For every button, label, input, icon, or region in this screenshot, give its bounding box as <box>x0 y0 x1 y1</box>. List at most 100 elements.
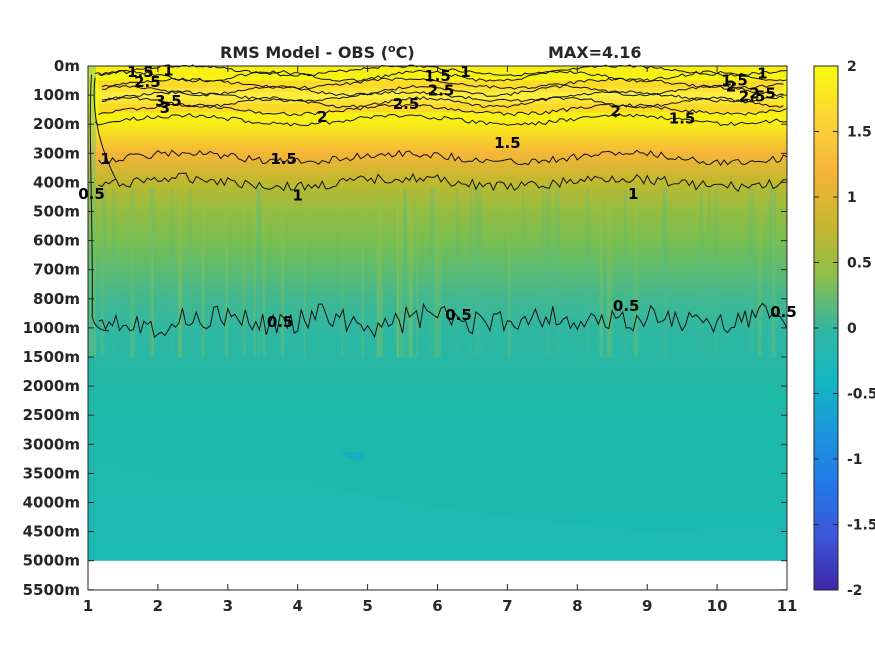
contour-label: 0.5 <box>613 297 640 315</box>
colorbar-ticks: 2 1.5 1 0.5 0 -0.5 -1 -1.5 -2 <box>814 59 875 599</box>
contour-label: 2.5 <box>739 88 766 106</box>
contour-label: 1.5 <box>669 109 696 127</box>
contour-label: 1.5 <box>424 67 451 85</box>
contour-label: 1.5 <box>494 134 521 152</box>
streak <box>131 188 134 357</box>
y-tick-label: 5000m <box>23 552 80 570</box>
streak <box>608 188 613 357</box>
streak <box>748 188 751 357</box>
streak <box>478 188 482 357</box>
streak <box>303 188 306 357</box>
contour-line <box>94 112 788 127</box>
streak <box>170 188 174 357</box>
x-tick-label: 2 <box>153 597 163 615</box>
contour-line <box>98 103 788 117</box>
streak <box>663 188 666 357</box>
x-tick-label: 9 <box>642 597 652 615</box>
y-tick-label: 4000m <box>23 494 80 512</box>
streak <box>262 188 266 357</box>
x-tick-label: 6 <box>432 597 442 615</box>
streak <box>403 188 407 357</box>
colorbar-tick-label: 1.5 <box>847 125 872 141</box>
streak <box>751 188 755 357</box>
streak <box>407 188 412 357</box>
contour-label: 3 <box>160 99 170 117</box>
streak <box>396 188 399 357</box>
y-tick-label: 1500m <box>23 348 80 366</box>
streak <box>100 188 104 357</box>
colorbar-tick-label: -2 <box>847 583 863 599</box>
y-tick-label: 100m <box>33 86 80 104</box>
streak <box>558 188 561 357</box>
streak <box>225 188 228 357</box>
streak <box>341 188 344 357</box>
contour-label: 2.5 <box>393 95 420 113</box>
contour-label: 2.5 <box>134 73 161 91</box>
streak <box>714 188 718 357</box>
x-tick-label: 5 <box>362 597 372 615</box>
streak <box>431 188 435 357</box>
streak <box>399 188 404 357</box>
y-axis: 0m 100m 200m 300m 400m 500m 600m 700m 800m 1000m 1… <box>23 57 787 599</box>
streak <box>151 188 154 357</box>
contour-label: 1 <box>460 63 470 81</box>
colorbar-tick-label: 2 <box>847 59 857 75</box>
contour-line <box>98 302 788 339</box>
streak <box>456 188 459 357</box>
contour-label: 0.5 <box>770 303 797 321</box>
contour-line <box>101 96 784 109</box>
x-axis: 1 2 3 4 5 6 7 8 9 10 11 <box>83 66 797 615</box>
streak <box>772 188 776 357</box>
contour-label: 1 <box>100 150 110 168</box>
streak <box>522 188 524 357</box>
streak <box>416 188 419 357</box>
contour-line <box>93 77 117 180</box>
streak <box>436 188 441 357</box>
colorbar-tick-label: -0.5 <box>847 387 875 403</box>
streak <box>178 188 182 357</box>
streak <box>257 188 262 357</box>
max-label: MAX=4.16 <box>548 43 642 62</box>
contour-label: 0.5 <box>445 306 472 324</box>
y-tick-label: 300m <box>33 144 80 162</box>
deep-shelf-patch <box>88 458 787 561</box>
contour-label: 1.5 <box>127 63 154 81</box>
streak <box>599 188 602 357</box>
y-tick-label: 400m <box>33 173 80 191</box>
y-tick-label: 4500m <box>23 523 80 541</box>
streak <box>256 188 261 357</box>
contour-labels: 1.5 12.53.53 210.51.51.5 12.52.51.521 10.5 0.… <box>78 61 797 331</box>
colorbar-tick-label: 0 <box>847 321 857 337</box>
contour-line <box>94 64 788 77</box>
contour-label: 2 <box>726 77 736 95</box>
streak <box>433 188 436 357</box>
y-tick-label: 800m <box>33 290 80 308</box>
contour-line <box>98 149 788 167</box>
x-tick-label: 8 <box>572 597 582 615</box>
streak <box>507 188 511 357</box>
streak <box>633 188 638 357</box>
contour-label: 1.5 <box>721 72 748 90</box>
streak <box>708 188 711 357</box>
y-tick-label: 3500m <box>23 464 80 482</box>
chart-title: RMS Model - OBS (oC) <box>220 42 415 62</box>
streak <box>554 188 558 357</box>
contour-label: 2.5 <box>749 85 776 103</box>
streak <box>101 188 106 357</box>
y-tick-label: 0m <box>54 57 80 75</box>
contour-line <box>101 84 784 97</box>
warm-band <box>98 92 784 100</box>
streak <box>397 188 400 357</box>
streak <box>178 188 183 357</box>
colorbar-tick-label: 0.5 <box>847 256 872 272</box>
colorbar-tick-label: -1.5 <box>847 518 875 534</box>
streak <box>663 188 668 357</box>
deep-patch <box>339 451 368 462</box>
contour-label: 2 <box>317 108 327 126</box>
x-tick-label: 3 <box>223 597 233 615</box>
contour-label: 1 <box>628 185 638 203</box>
contour-label: 3.5 <box>155 92 182 110</box>
streak <box>150 188 155 357</box>
y-tick-label: 3000m <box>23 435 80 453</box>
